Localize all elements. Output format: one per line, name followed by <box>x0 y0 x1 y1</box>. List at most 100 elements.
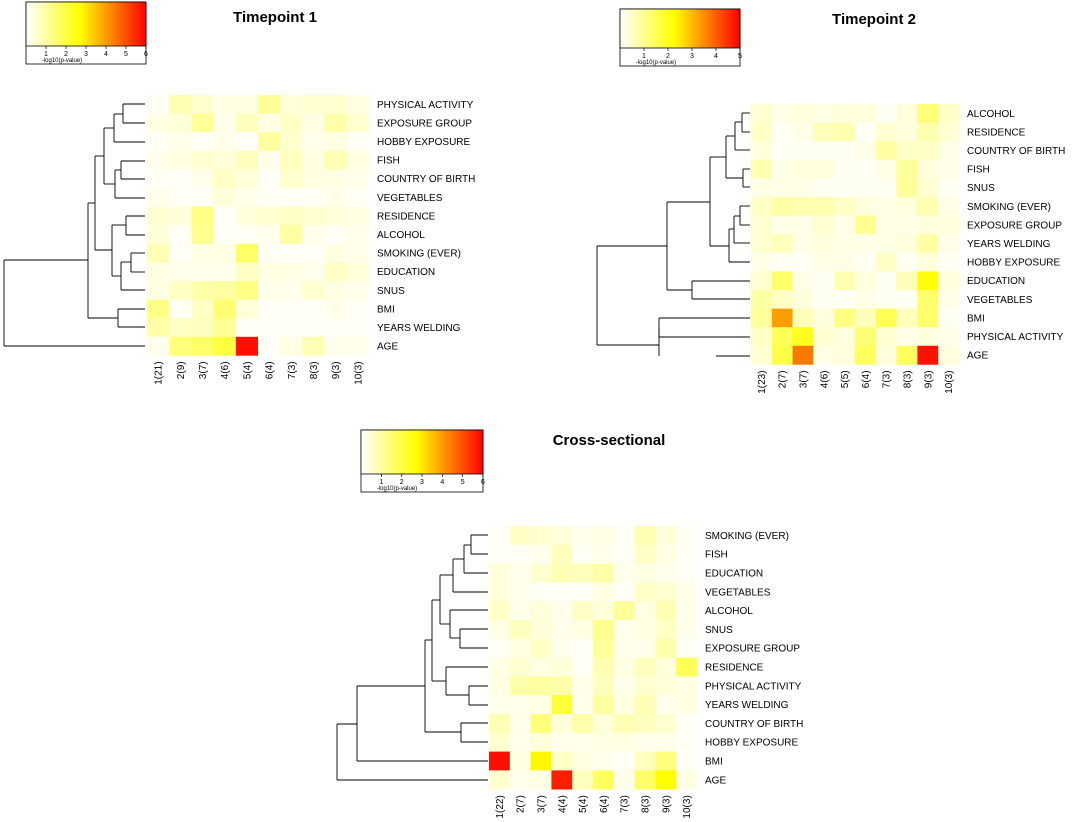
heatmap-cell <box>813 197 835 216</box>
heatmap-cell <box>792 327 814 347</box>
heatmap-cell <box>613 601 635 621</box>
heatmap-cell <box>147 188 170 207</box>
heatmap-cell <box>147 132 170 152</box>
heatmap-cell <box>938 122 960 142</box>
heatmap-cell <box>191 150 214 170</box>
heatmap-cell <box>813 178 835 198</box>
heatmap-cell <box>551 563 573 583</box>
heatmap-cell <box>792 290 814 309</box>
heatmap-cell <box>346 150 370 170</box>
column-label: 10(3) <box>944 370 955 393</box>
heatmap-cell <box>771 197 793 216</box>
row-label: HOBBY EXPOSURE <box>705 738 799 749</box>
heatmap-cell <box>489 657 511 677</box>
color-key-tick-label: 1 <box>44 51 48 58</box>
heatmap-cell <box>751 159 773 179</box>
heatmap-cell <box>324 318 348 338</box>
heatmap-cell <box>324 113 348 133</box>
column-label: 3(7) <box>799 370 810 388</box>
heatmap-cell <box>213 225 237 245</box>
heatmap-cell <box>235 95 259 114</box>
heatmap-cell <box>593 657 615 677</box>
row-label: SNUS <box>705 625 733 636</box>
heatmap-cell <box>530 770 552 790</box>
color-key-caption: -log10(p-value) <box>636 60 676 66</box>
heatmap-cell <box>655 751 677 771</box>
row-label: YEARS WELDING <box>967 239 1051 250</box>
column-label: 7(3) <box>287 361 298 379</box>
row-label: SNUS <box>967 183 995 194</box>
heatmap-cell <box>613 695 635 715</box>
heatmap-cell <box>258 318 281 338</box>
row-label: VEGETABLES <box>705 587 771 598</box>
heatmap-cell <box>551 526 573 546</box>
heatmap-cell <box>572 601 594 621</box>
color-key-tick-label: 1 <box>642 53 646 60</box>
heatmap-cell <box>855 327 877 347</box>
heatmap-cell <box>280 113 303 133</box>
heatmap-cell <box>593 544 615 564</box>
heatmap-cell <box>235 262 259 282</box>
heatmap-cell <box>346 206 370 226</box>
heatmap-cell <box>147 206 170 226</box>
heatmap-cell <box>855 345 877 365</box>
row-label: RESIDENCE <box>377 211 436 222</box>
heatmap-cell <box>169 95 192 114</box>
panel-title: Timepoint 1 <box>233 9 317 26</box>
row-dendrogram <box>336 534 488 781</box>
column-label: 8(3) <box>641 795 652 813</box>
heatmap-cell <box>676 638 698 658</box>
heatmap-cell <box>938 308 960 328</box>
heatmap-cell <box>917 345 939 365</box>
heatmap-cell <box>896 308 918 328</box>
heatmap-cell <box>191 243 214 263</box>
heatmap-cell <box>258 188 281 207</box>
heatmap-cell <box>917 104 939 123</box>
heatmap-cell <box>813 345 835 365</box>
row-label: EXPOSURE GROUP <box>967 220 1062 231</box>
heatmap-cell <box>346 113 370 133</box>
heatmap-cell <box>855 122 877 142</box>
heatmap-cell <box>938 159 960 179</box>
heatmap-cell <box>572 638 594 658</box>
heatmap-cell <box>280 150 303 170</box>
heatmap-cell <box>676 695 698 715</box>
heatmap-cell <box>302 336 325 356</box>
heatmap-cell <box>896 122 918 142</box>
heatmap-panel-3: Cross-sectional 1 2 3 4 5 6 -log10(p-value) SMOK… <box>336 429 803 819</box>
heatmap-cell <box>792 178 814 198</box>
row-label: VEGETABLES <box>377 193 443 204</box>
heatmap-cell <box>346 318 370 338</box>
heatmap-cell <box>280 95 303 114</box>
heatmap-cell <box>489 732 511 752</box>
row-label: SMOKING (EVER) <box>967 202 1051 213</box>
heatmap-cell <box>771 308 793 328</box>
heatmap-cell <box>213 169 237 189</box>
row-label: ALCOHOL <box>705 606 753 617</box>
heatmap-cell <box>676 620 698 640</box>
heatmap-cell <box>875 215 897 235</box>
heatmap-cell <box>302 132 325 152</box>
heatmap-cell <box>169 262 192 282</box>
heatmap-cell <box>875 122 897 142</box>
row-label: EXPOSURE GROUP <box>377 118 472 129</box>
heatmap-cell <box>917 197 939 216</box>
heatmap-cell <box>896 234 918 254</box>
heatmap-cell <box>813 122 835 142</box>
heatmap-cell <box>530 751 552 771</box>
heatmap-cell <box>917 308 939 328</box>
heatmap-cell <box>676 770 698 790</box>
heatmap-cell <box>676 714 698 734</box>
heatmap-cell <box>751 197 773 216</box>
heatmap-cell <box>896 104 918 123</box>
heatmap-cells <box>489 526 698 790</box>
heatmap-cell <box>213 206 237 226</box>
heatmap-cell <box>834 178 856 198</box>
heatmap-cell <box>834 215 856 235</box>
heatmap-cell <box>191 95 214 114</box>
heatmap-cell <box>771 178 793 198</box>
heatmap-cell <box>258 113 281 133</box>
row-label: EXPOSURE GROUP <box>705 644 800 655</box>
heatmap-cell <box>676 751 698 771</box>
heatmap-cell <box>572 732 594 752</box>
